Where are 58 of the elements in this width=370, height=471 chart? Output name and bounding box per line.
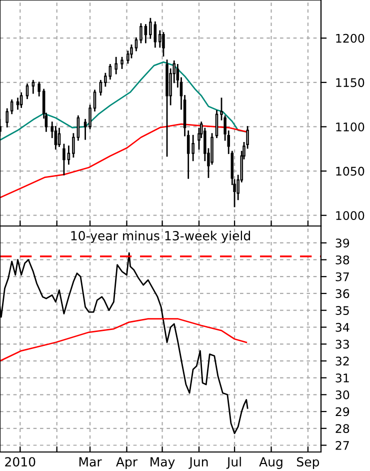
candlestick xyxy=(114,56,118,74)
candlestick xyxy=(72,133,75,158)
candlestick xyxy=(108,64,112,80)
x-tick-label: May xyxy=(150,457,175,469)
candlestick xyxy=(62,144,66,176)
candlestick xyxy=(93,90,96,112)
candlestick xyxy=(158,30,162,48)
y-tick-label: 37 xyxy=(336,272,349,282)
x-tick-label: Sep xyxy=(297,457,320,469)
candlestick xyxy=(10,99,14,114)
candlestick xyxy=(154,21,157,48)
candlestick xyxy=(120,56,124,69)
line-series xyxy=(0,318,248,362)
x-tick-label: Jul xyxy=(226,456,241,469)
chart-title: 10-year minus 13-week yield xyxy=(71,230,250,243)
y-tick-label: 35 xyxy=(336,306,349,315)
y-tick-label: 31 xyxy=(336,374,349,382)
x-tick-label: Apr xyxy=(116,457,138,469)
candlestick xyxy=(20,92,23,108)
y-tick-label: 29 xyxy=(336,407,350,416)
x-tick-label: 2010 xyxy=(5,457,36,467)
candlestick xyxy=(6,108,8,128)
candlestick xyxy=(99,80,102,96)
candlestick xyxy=(144,24,148,44)
y-tick-label: 36 xyxy=(336,289,350,298)
x-tick-label: Aug xyxy=(259,457,282,469)
y-tick-label: 1050 xyxy=(336,166,364,176)
candlestick xyxy=(32,80,35,94)
candlestick xyxy=(140,23,142,44)
y-tick-label: 38 xyxy=(336,255,350,264)
candlestick xyxy=(16,98,20,110)
line-series xyxy=(0,123,248,198)
candlestick xyxy=(104,72,107,87)
y-tick-label: 1000 xyxy=(336,211,364,220)
candlestick xyxy=(58,128,61,147)
y-tick-label: 27 xyxy=(336,440,349,450)
x-tick-label: Jun xyxy=(188,457,208,469)
y-tick-label: 34 xyxy=(336,322,350,332)
candlestick xyxy=(84,118,87,140)
candlestick xyxy=(192,134,194,162)
y-tick-label: 30 xyxy=(336,390,350,400)
candlestick xyxy=(38,82,40,96)
y-tick-label: 28 xyxy=(336,424,350,434)
candlestick xyxy=(88,104,92,130)
candlestick xyxy=(134,37,138,52)
candlestick xyxy=(215,110,218,138)
candlestick xyxy=(162,32,165,57)
y-tick-label: 1100 xyxy=(336,122,364,132)
candlestick xyxy=(76,115,80,141)
y-tick-label: 1150 xyxy=(336,78,364,88)
y-tick-label: 33 xyxy=(336,340,349,349)
y-tick-label: 32 xyxy=(336,356,349,366)
x-tick-label: Mar xyxy=(79,457,102,467)
y-tick-label: 1200 xyxy=(336,34,364,43)
y-tick-label: 39 xyxy=(336,238,350,248)
candlestick xyxy=(67,146,70,165)
candlestick xyxy=(149,18,152,39)
candlestick xyxy=(26,84,29,100)
